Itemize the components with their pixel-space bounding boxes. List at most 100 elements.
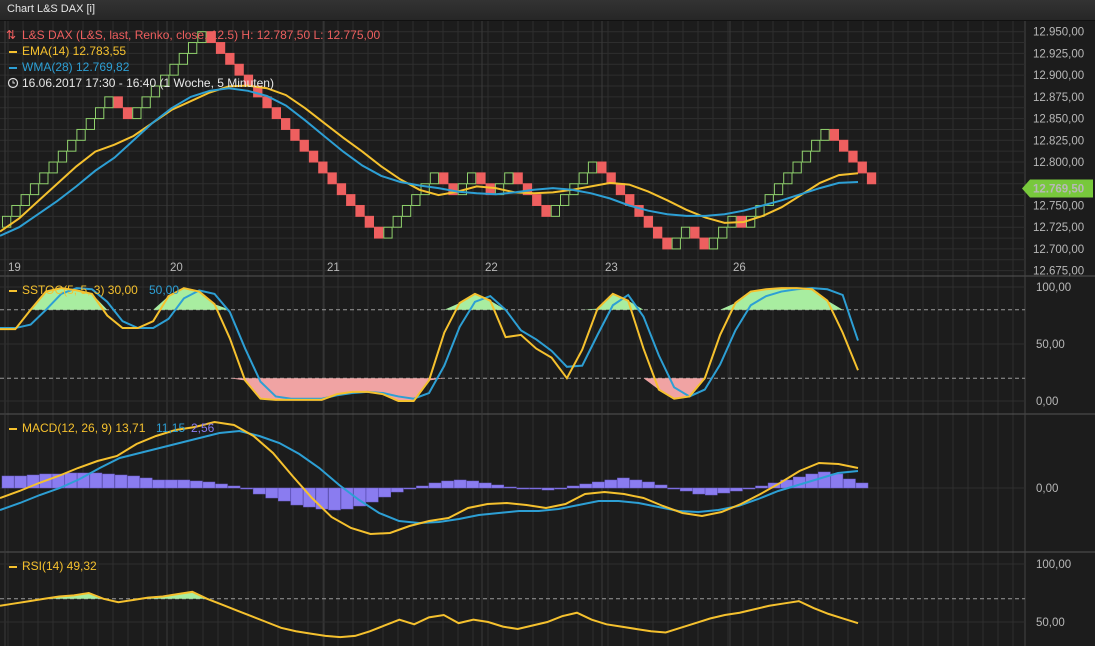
- renko-up-brick: [718, 226, 728, 239]
- price-panel[interactable]: 19 20 21 22 23 26: [0, 31, 877, 274]
- y-tick-label: 100,00: [1036, 559, 1071, 571]
- macd-hist-bar: [14, 475, 27, 489]
- ema-line: [0, 84, 859, 233]
- sstoc-legend-swatch: [9, 290, 17, 292]
- macd-hist-bar: [441, 480, 454, 489]
- macd-hist-bar: [818, 471, 831, 489]
- renko-down-brick: [299, 139, 309, 152]
- wma-legend-swatch: [9, 67, 17, 69]
- rsi-line: [0, 590, 859, 639]
- macd-hist-bar: [541, 487, 555, 491]
- renko-up-brick: [95, 107, 105, 120]
- renko-down-brick: [541, 204, 551, 217]
- renko-up-brick: [671, 237, 681, 250]
- macd-hist-bar: [554, 487, 567, 490]
- renko-up-brick: [132, 107, 142, 120]
- renko-up-brick: [578, 172, 588, 185]
- renko-down-brick: [615, 183, 626, 196]
- macd-hist-bar: [843, 478, 856, 489]
- sstoc-signal-line: [0, 287, 859, 400]
- macd-hist-bar: [416, 485, 429, 489]
- renko-up-brick: [392, 215, 402, 228]
- price-tag-label: 12.769,50: [1033, 184, 1084, 196]
- grid: [0, 21, 1095, 646]
- macd-hist-bar: [592, 481, 605, 489]
- renko-up-brick: [29, 183, 40, 196]
- clock-hands-icon: [12, 80, 15, 84]
- macd-hist-bar: [365, 487, 379, 503]
- macd-hist-bar: [290, 487, 304, 506]
- rsi-label: RSI(14) 49,32: [22, 559, 97, 573]
- renko-down-brick: [439, 172, 449, 185]
- macd-hist-bar: [529, 487, 542, 490]
- renko-down-brick: [476, 172, 486, 185]
- renko-up-brick: [160, 74, 170, 87]
- sstoc-panel[interactable]: [0, 287, 1025, 402]
- renko-up-brick: [550, 204, 561, 217]
- macd-hist-bar: [516, 487, 530, 490]
- renko-down-brick: [346, 194, 356, 206]
- macd-hist-bar: [240, 487, 253, 490]
- macd-hist-bar: [830, 473, 844, 489]
- macd-hist-bar: [89, 472, 103, 489]
- renko-up-brick: [169, 63, 179, 76]
- macd-hist-bar: [466, 480, 479, 489]
- renko-up-brick: [188, 42, 198, 54]
- renko-down-brick: [290, 128, 300, 141]
- rsi-legend: RSI(14) 49,32: [9, 559, 97, 573]
- macd-hist-bar: [428, 482, 442, 489]
- sstoc-label: SSTOC(5, 5, 3) 30,00: [22, 283, 138, 297]
- y-tick-label: 50,00: [1036, 339, 1065, 351]
- rsi-overbought-fill: [0, 591, 858, 599]
- wma-legend: WMA(28) 12.769,82: [22, 60, 130, 74]
- y-tick-label: 12.950,00: [1033, 27, 1084, 39]
- chart-canvas[interactable]: 19 20 21 22 23 26 12.950,00 12.925,00 12.900,00…: [0, 21, 1095, 646]
- macd-hist-bar: [617, 477, 630, 489]
- renko-down-brick: [848, 150, 858, 163]
- macd-hist-bar: [227, 485, 241, 489]
- renko-down-brick: [327, 172, 337, 185]
- renko-down-brick: [866, 172, 877, 185]
- y-axis: 12.950,00 12.925,00 12.900,00 12.875,00 12.8…: [1022, 27, 1093, 629]
- renko-up-brick: [104, 96, 114, 109]
- macd-hist-bar: [742, 487, 756, 490]
- y-tick-label: 12.825,00: [1033, 135, 1084, 147]
- renko-legend: L&S DAX (L&S, last, Renko, close, 12.5) …: [22, 28, 381, 42]
- date-range: 16.06.2017 17:30 - 16:40 (1 Woche, 5 Min…: [22, 76, 274, 90]
- renko-down-brick: [225, 52, 235, 65]
- renko-up-brick: [383, 226, 393, 239]
- x-tick-label: 20: [170, 262, 183, 274]
- renko-up-brick: [11, 204, 21, 217]
- price-tag: [1022, 179, 1093, 198]
- macd-hist-bar: [127, 475, 140, 489]
- macd-hist-bar: [315, 487, 329, 510]
- rsi-panel[interactable]: [0, 590, 1025, 639]
- oversold-fill: [0, 378, 858, 401]
- renko-down-brick: [318, 161, 328, 174]
- macd-hist-bar: [265, 487, 278, 499]
- renko-down-brick: [355, 204, 365, 217]
- renko-up-brick: [67, 139, 77, 152]
- macd-hist-bar: [855, 482, 869, 489]
- macd-line: [0, 420, 859, 536]
- renko-down-brick: [597, 161, 607, 174]
- macd-panel[interactable]: [0, 420, 869, 536]
- renko-up-brick: [820, 128, 830, 141]
- renko-up-brick: [801, 150, 812, 163]
- x-tick-label: 21: [327, 262, 340, 274]
- renko-up-brick: [773, 183, 784, 196]
- renko-down-brick: [206, 31, 216, 44]
- macd-hist-bar: [642, 481, 655, 489]
- renko-up-brick: [48, 161, 58, 174]
- renko-up-brick: [680, 226, 691, 239]
- window-titlebar: Chart L&S DAX [i]: [0, 0, 1095, 21]
- renko-up-brick: [504, 172, 514, 185]
- macd-hist-bar: [102, 473, 115, 489]
- macd-hist-bar: [755, 485, 768, 489]
- renko-down-brick: [857, 161, 867, 174]
- macd-hist-bar: [177, 479, 191, 489]
- renko-up-brick: [708, 237, 719, 250]
- rsi-legend-swatch: [9, 566, 17, 568]
- y-tick-label: 12.900,00: [1033, 70, 1084, 82]
- renko-down-brick: [281, 118, 291, 130]
